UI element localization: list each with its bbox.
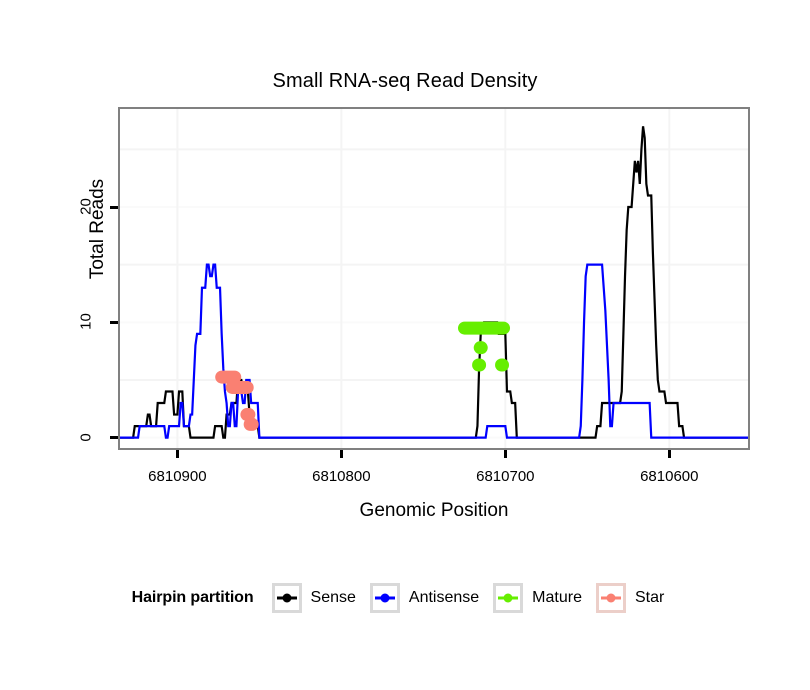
legend-label: Sense (310, 589, 356, 606)
plot-area (120, 109, 748, 448)
legend-key-dot-icon (380, 593, 390, 603)
y-axis-label: Total Reads (87, 178, 108, 280)
legend-entry-star[interactable]: Star (595, 583, 665, 613)
legend-label: Star (634, 589, 665, 606)
y-tick-label: 0 (77, 432, 95, 442)
x-tick-mark (503, 450, 507, 458)
plot-panel (118, 107, 750, 450)
x-tick-label: 6810800 (312, 468, 371, 485)
y-tick-mark (110, 205, 118, 209)
legend-entry-antisense[interactable]: Antisense (369, 583, 480, 613)
legend-key-star (595, 583, 626, 613)
legend-key-dot-icon (606, 593, 616, 603)
legend-label: Antisense (408, 589, 480, 606)
y-tick-mark (110, 436, 118, 440)
legend-key-antisense (369, 583, 400, 613)
x-tick-label: 6810900 (148, 468, 207, 485)
x-tick-mark (175, 450, 179, 458)
legend-entry-mature[interactable]: Mature (493, 583, 582, 613)
x-tick-mark (667, 450, 671, 458)
page-title: Small RNA-seq Read Density (272, 70, 538, 92)
legend-entry-sense[interactable]: Sense (271, 583, 356, 613)
legend-title: Hairpin partition (131, 589, 254, 606)
x-tick-mark (339, 450, 343, 458)
y-tick-mark (110, 320, 118, 324)
legend-key-sense (271, 583, 302, 613)
legend: Hairpin partition Sense Antisense Mature St… (0, 583, 810, 613)
x-axis-label: Genomic Position (359, 500, 509, 521)
legend-key-mature (493, 583, 524, 613)
x-tick-label: 6810700 (476, 468, 535, 485)
legend-key-dot-icon (282, 593, 292, 603)
legend-key-dot-icon (503, 593, 513, 603)
legend-label: Mature (532, 589, 582, 606)
x-tick-label: 6810600 (640, 468, 699, 485)
data-series-layer (120, 126, 748, 439)
legend-entries: Sense Antisense Mature Star (271, 583, 679, 613)
